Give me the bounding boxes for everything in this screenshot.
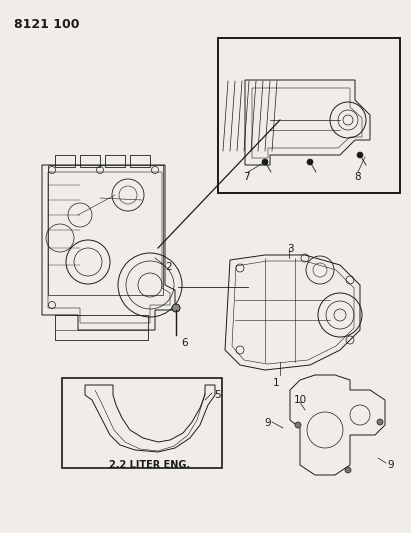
Text: 8121 100: 8121 100 — [14, 18, 79, 31]
Text: 9: 9 — [387, 460, 394, 470]
Text: 10: 10 — [294, 395, 307, 405]
Bar — [80, 155, 100, 167]
Text: 8: 8 — [354, 172, 360, 182]
Bar — [105, 155, 125, 167]
Text: 2: 2 — [165, 262, 172, 272]
Text: 1: 1 — [272, 378, 279, 388]
Text: 9: 9 — [264, 418, 271, 428]
Circle shape — [172, 304, 180, 312]
Circle shape — [262, 159, 268, 165]
Text: 3: 3 — [287, 244, 293, 254]
Bar — [48, 165, 163, 295]
Circle shape — [307, 159, 313, 165]
Circle shape — [357, 152, 363, 158]
Text: 5: 5 — [214, 390, 221, 400]
Circle shape — [345, 467, 351, 473]
Circle shape — [377, 419, 383, 425]
Bar — [218, 38, 400, 193]
Text: 6: 6 — [181, 338, 188, 348]
Text: 2.2 LITER ENG.: 2.2 LITER ENG. — [109, 460, 191, 470]
Bar — [62, 378, 222, 468]
Bar — [55, 155, 75, 167]
Circle shape — [295, 422, 301, 428]
Bar — [130, 155, 150, 167]
Text: 7: 7 — [243, 172, 249, 182]
